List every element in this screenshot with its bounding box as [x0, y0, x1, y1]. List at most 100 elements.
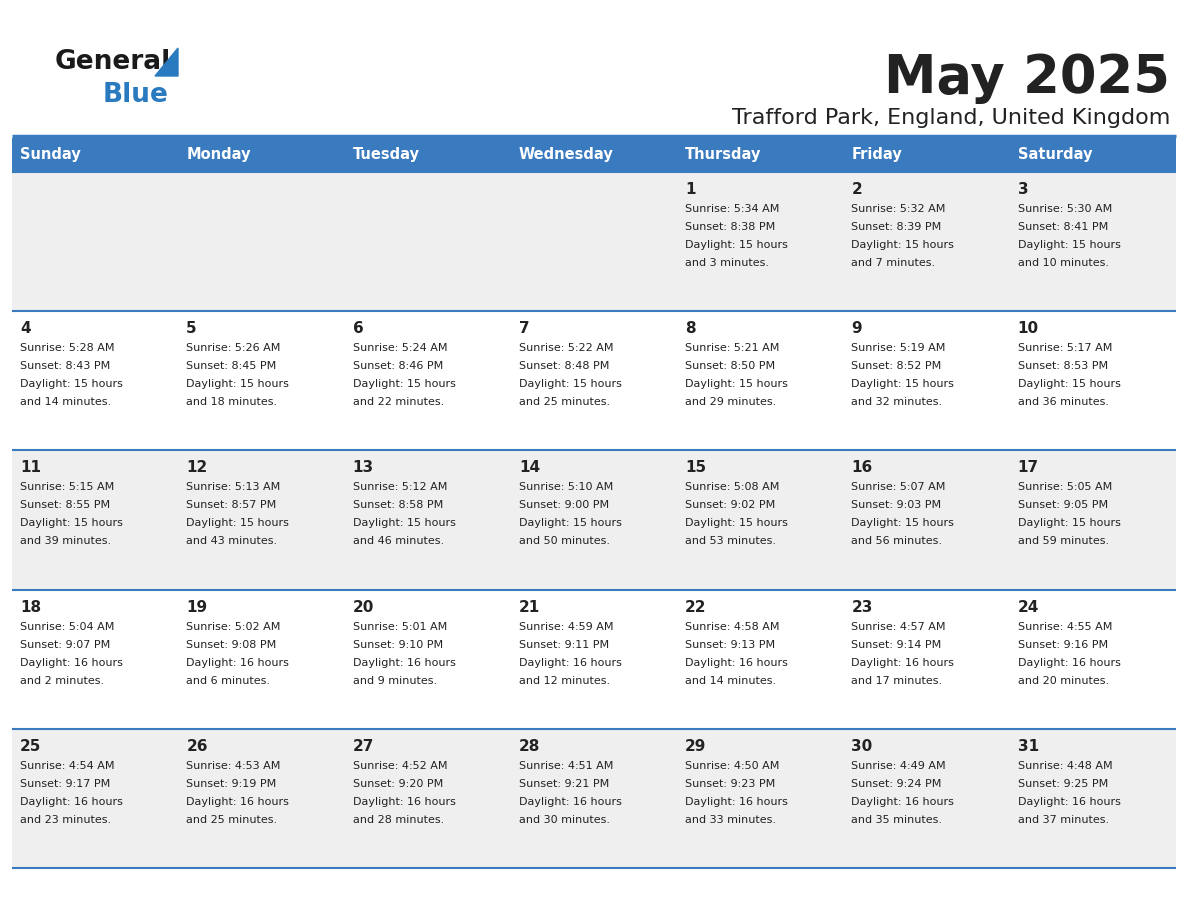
- Text: Sunrise: 4:59 AM: Sunrise: 4:59 AM: [519, 621, 613, 632]
- Text: Sunset: 8:52 PM: Sunset: 8:52 PM: [852, 361, 942, 371]
- Text: and 36 minutes.: and 36 minutes.: [1018, 397, 1108, 408]
- Text: Sunset: 8:53 PM: Sunset: 8:53 PM: [1018, 361, 1108, 371]
- Text: 28: 28: [519, 739, 541, 754]
- Text: Sunrise: 4:57 AM: Sunrise: 4:57 AM: [852, 621, 946, 632]
- Text: Sunrise: 5:30 AM: Sunrise: 5:30 AM: [1018, 204, 1112, 214]
- Text: 15: 15: [685, 461, 707, 476]
- Text: 21: 21: [519, 599, 541, 614]
- Text: 1: 1: [685, 182, 696, 197]
- Text: Thursday: Thursday: [685, 148, 762, 162]
- Text: Daylight: 16 hours: Daylight: 16 hours: [20, 797, 122, 807]
- Text: and 33 minutes.: and 33 minutes.: [685, 815, 776, 824]
- Text: 18: 18: [20, 599, 42, 614]
- Text: Sunrise: 5:32 AM: Sunrise: 5:32 AM: [852, 204, 946, 214]
- Text: Sunset: 9:16 PM: Sunset: 9:16 PM: [1018, 640, 1108, 650]
- Text: 9: 9: [852, 321, 862, 336]
- Text: Sunset: 8:55 PM: Sunset: 8:55 PM: [20, 500, 110, 510]
- Text: Sunrise: 5:05 AM: Sunrise: 5:05 AM: [1018, 482, 1112, 492]
- Text: 26: 26: [187, 739, 208, 754]
- Text: Sunrise: 5:15 AM: Sunrise: 5:15 AM: [20, 482, 114, 492]
- Bar: [12, 172, 1176, 311]
- Text: 25: 25: [20, 739, 42, 754]
- Text: Sunrise: 5:24 AM: Sunrise: 5:24 AM: [353, 343, 447, 353]
- Text: 5: 5: [187, 321, 197, 336]
- Text: Sunset: 9:24 PM: Sunset: 9:24 PM: [852, 778, 942, 789]
- Text: Sunrise: 5:07 AM: Sunrise: 5:07 AM: [852, 482, 946, 492]
- Text: Daylight: 15 hours: Daylight: 15 hours: [1018, 379, 1120, 389]
- Text: and 25 minutes.: and 25 minutes.: [187, 815, 278, 824]
- Text: 23: 23: [852, 599, 873, 614]
- Text: and 14 minutes.: and 14 minutes.: [20, 397, 112, 408]
- Text: Sunset: 8:41 PM: Sunset: 8:41 PM: [1018, 222, 1108, 232]
- Bar: [511, 138, 677, 172]
- Text: and 46 minutes.: and 46 minutes.: [353, 536, 443, 546]
- Text: 17: 17: [1018, 461, 1038, 476]
- Bar: [12, 729, 1176, 868]
- Text: Sunrise: 5:08 AM: Sunrise: 5:08 AM: [685, 482, 779, 492]
- Text: Friday: Friday: [852, 148, 902, 162]
- Text: Sunrise: 5:01 AM: Sunrise: 5:01 AM: [353, 621, 447, 632]
- Text: Sunrise: 5:21 AM: Sunrise: 5:21 AM: [685, 343, 779, 353]
- Text: Daylight: 15 hours: Daylight: 15 hours: [20, 519, 122, 529]
- Text: and 29 minutes.: and 29 minutes.: [685, 397, 777, 408]
- Text: Sunrise: 4:53 AM: Sunrise: 4:53 AM: [187, 761, 280, 771]
- Text: Daylight: 15 hours: Daylight: 15 hours: [685, 519, 788, 529]
- Text: and 43 minutes.: and 43 minutes.: [187, 536, 278, 546]
- Text: 4: 4: [20, 321, 31, 336]
- Text: Sunrise: 4:55 AM: Sunrise: 4:55 AM: [1018, 621, 1112, 632]
- Bar: [12, 138, 178, 172]
- Text: Daylight: 15 hours: Daylight: 15 hours: [852, 240, 954, 250]
- Text: Sunset: 9:13 PM: Sunset: 9:13 PM: [685, 640, 776, 650]
- Text: Trafford Park, England, United Kingdom: Trafford Park, England, United Kingdom: [732, 108, 1170, 128]
- Text: Daylight: 15 hours: Daylight: 15 hours: [519, 379, 621, 389]
- Text: and 53 minutes.: and 53 minutes.: [685, 536, 776, 546]
- Text: Daylight: 16 hours: Daylight: 16 hours: [852, 657, 954, 667]
- Text: Sunrise: 4:49 AM: Sunrise: 4:49 AM: [852, 761, 946, 771]
- Bar: [677, 138, 843, 172]
- Text: Sunset: 9:11 PM: Sunset: 9:11 PM: [519, 640, 609, 650]
- Text: Sunrise: 4:48 AM: Sunrise: 4:48 AM: [1018, 761, 1112, 771]
- Text: Daylight: 16 hours: Daylight: 16 hours: [685, 797, 788, 807]
- Text: Sunset: 8:38 PM: Sunset: 8:38 PM: [685, 222, 776, 232]
- Text: Sunset: 8:57 PM: Sunset: 8:57 PM: [187, 500, 277, 510]
- Text: 27: 27: [353, 739, 374, 754]
- Text: and 9 minutes.: and 9 minutes.: [353, 676, 437, 686]
- Text: 11: 11: [20, 461, 42, 476]
- Text: Sunset: 8:50 PM: Sunset: 8:50 PM: [685, 361, 776, 371]
- Text: Sunrise: 5:22 AM: Sunrise: 5:22 AM: [519, 343, 613, 353]
- Text: Sunset: 8:48 PM: Sunset: 8:48 PM: [519, 361, 609, 371]
- Text: Sunrise: 4:54 AM: Sunrise: 4:54 AM: [20, 761, 114, 771]
- Text: Daylight: 16 hours: Daylight: 16 hours: [685, 657, 788, 667]
- Text: and 3 minutes.: and 3 minutes.: [685, 258, 769, 268]
- Text: Sunrise: 4:50 AM: Sunrise: 4:50 AM: [685, 761, 779, 771]
- Text: and 59 minutes.: and 59 minutes.: [1018, 536, 1108, 546]
- Text: Sunset: 9:02 PM: Sunset: 9:02 PM: [685, 500, 776, 510]
- Text: Daylight: 15 hours: Daylight: 15 hours: [353, 379, 455, 389]
- Text: 14: 14: [519, 461, 541, 476]
- Text: Daylight: 16 hours: Daylight: 16 hours: [187, 657, 289, 667]
- Text: Daylight: 15 hours: Daylight: 15 hours: [20, 379, 122, 389]
- Text: General: General: [55, 49, 171, 75]
- Text: 10: 10: [1018, 321, 1038, 336]
- Text: Sunrise: 5:19 AM: Sunrise: 5:19 AM: [852, 343, 946, 353]
- Text: and 30 minutes.: and 30 minutes.: [519, 815, 609, 824]
- Text: 3: 3: [1018, 182, 1029, 197]
- Text: Sunset: 9:00 PM: Sunset: 9:00 PM: [519, 500, 609, 510]
- Text: and 20 minutes.: and 20 minutes.: [1018, 676, 1108, 686]
- Text: Daylight: 15 hours: Daylight: 15 hours: [187, 379, 289, 389]
- Text: and 39 minutes.: and 39 minutes.: [20, 536, 112, 546]
- Polygon shape: [154, 48, 178, 76]
- Text: Blue: Blue: [103, 82, 169, 108]
- Text: Daylight: 16 hours: Daylight: 16 hours: [519, 657, 621, 667]
- Text: Sunset: 9:14 PM: Sunset: 9:14 PM: [852, 640, 942, 650]
- Text: Sunset: 9:17 PM: Sunset: 9:17 PM: [20, 778, 110, 789]
- Text: 29: 29: [685, 739, 707, 754]
- Text: Daylight: 16 hours: Daylight: 16 hours: [1018, 657, 1120, 667]
- Text: Daylight: 16 hours: Daylight: 16 hours: [852, 797, 954, 807]
- Text: Wednesday: Wednesday: [519, 148, 614, 162]
- Text: Daylight: 16 hours: Daylight: 16 hours: [20, 657, 122, 667]
- Text: 12: 12: [187, 461, 208, 476]
- Text: Sunrise: 4:52 AM: Sunrise: 4:52 AM: [353, 761, 447, 771]
- Text: and 25 minutes.: and 25 minutes.: [519, 397, 609, 408]
- Bar: [843, 138, 1010, 172]
